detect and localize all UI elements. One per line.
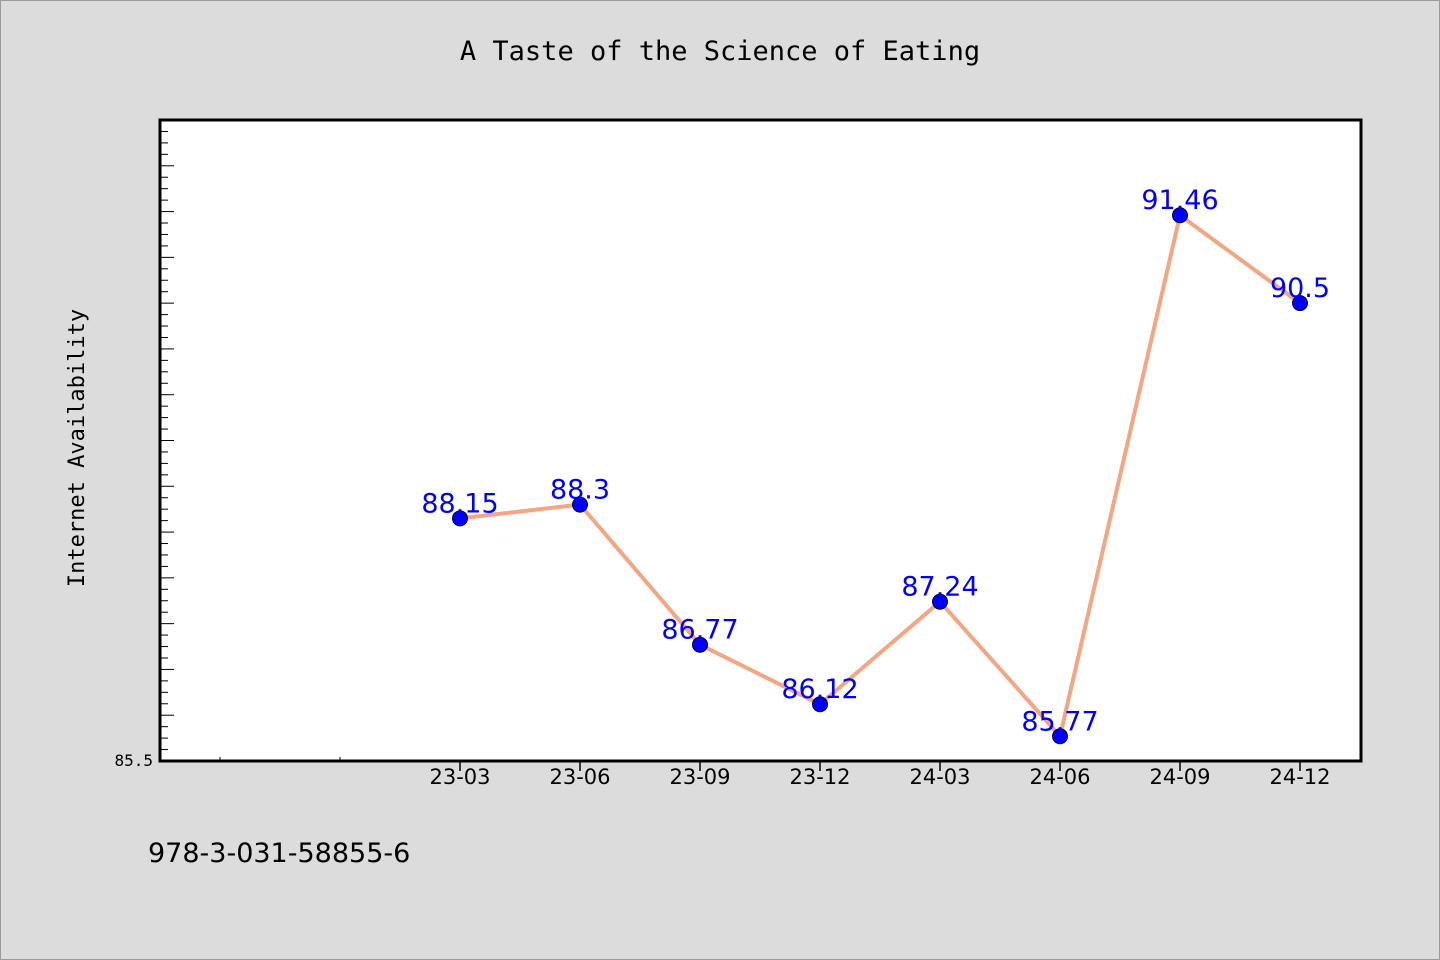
data-labels: 88.15 88.3 86.77 86.12 87.24 85.77 91.46 90.5 [421,185,1330,737]
plot-area [158,118,1363,763]
data-label: 91.46 [1141,185,1218,216]
x-tick-label: 24-03 [909,765,970,789]
data-label: 85.77 [1021,706,1098,737]
x-tick-label: 23-12 [789,765,850,789]
x-tick-label: 23-03 [429,765,490,789]
x-tick-label: 24-09 [1149,765,1210,789]
x-tick-label: 23-06 [549,765,610,789]
isbn-text: 978-3-031-58855-6 [148,838,410,869]
y-axis-label: Internet Availability [65,309,90,587]
data-label: 87.24 [901,572,978,603]
markers [452,207,1308,745]
x-tick-label: 24-06 [1029,765,1090,789]
data-point [692,636,708,653]
data-label: 86.77 [661,615,738,646]
y-axis-ticks [160,119,174,762]
data-label: 90.5 [1270,273,1330,304]
data-label: 88.3 [550,475,610,506]
x-tick-label: 24-12 [1269,765,1330,789]
x-tick-label: 23-09 [669,765,730,789]
data-point [1292,295,1308,312]
series-line [459,213,1302,739]
data-point [572,496,588,513]
chart-title: A Taste of the Science of Eating [460,36,980,67]
y-tick-label: 85.5 [114,751,153,770]
x-axis-ticks [219,757,1301,771]
data-label: 86.12 [781,674,858,705]
data-point [452,510,468,527]
x-tick-labels: 23-03 23-06 23-09 23-12 24-03 24-06 24-09 24-12 [429,765,1330,789]
data-point [1172,207,1188,224]
series-line-group [459,213,1302,739]
data-point [812,696,828,713]
data-point [1052,728,1068,745]
data-point [932,593,948,610]
data-label: 88.15 [421,488,498,519]
